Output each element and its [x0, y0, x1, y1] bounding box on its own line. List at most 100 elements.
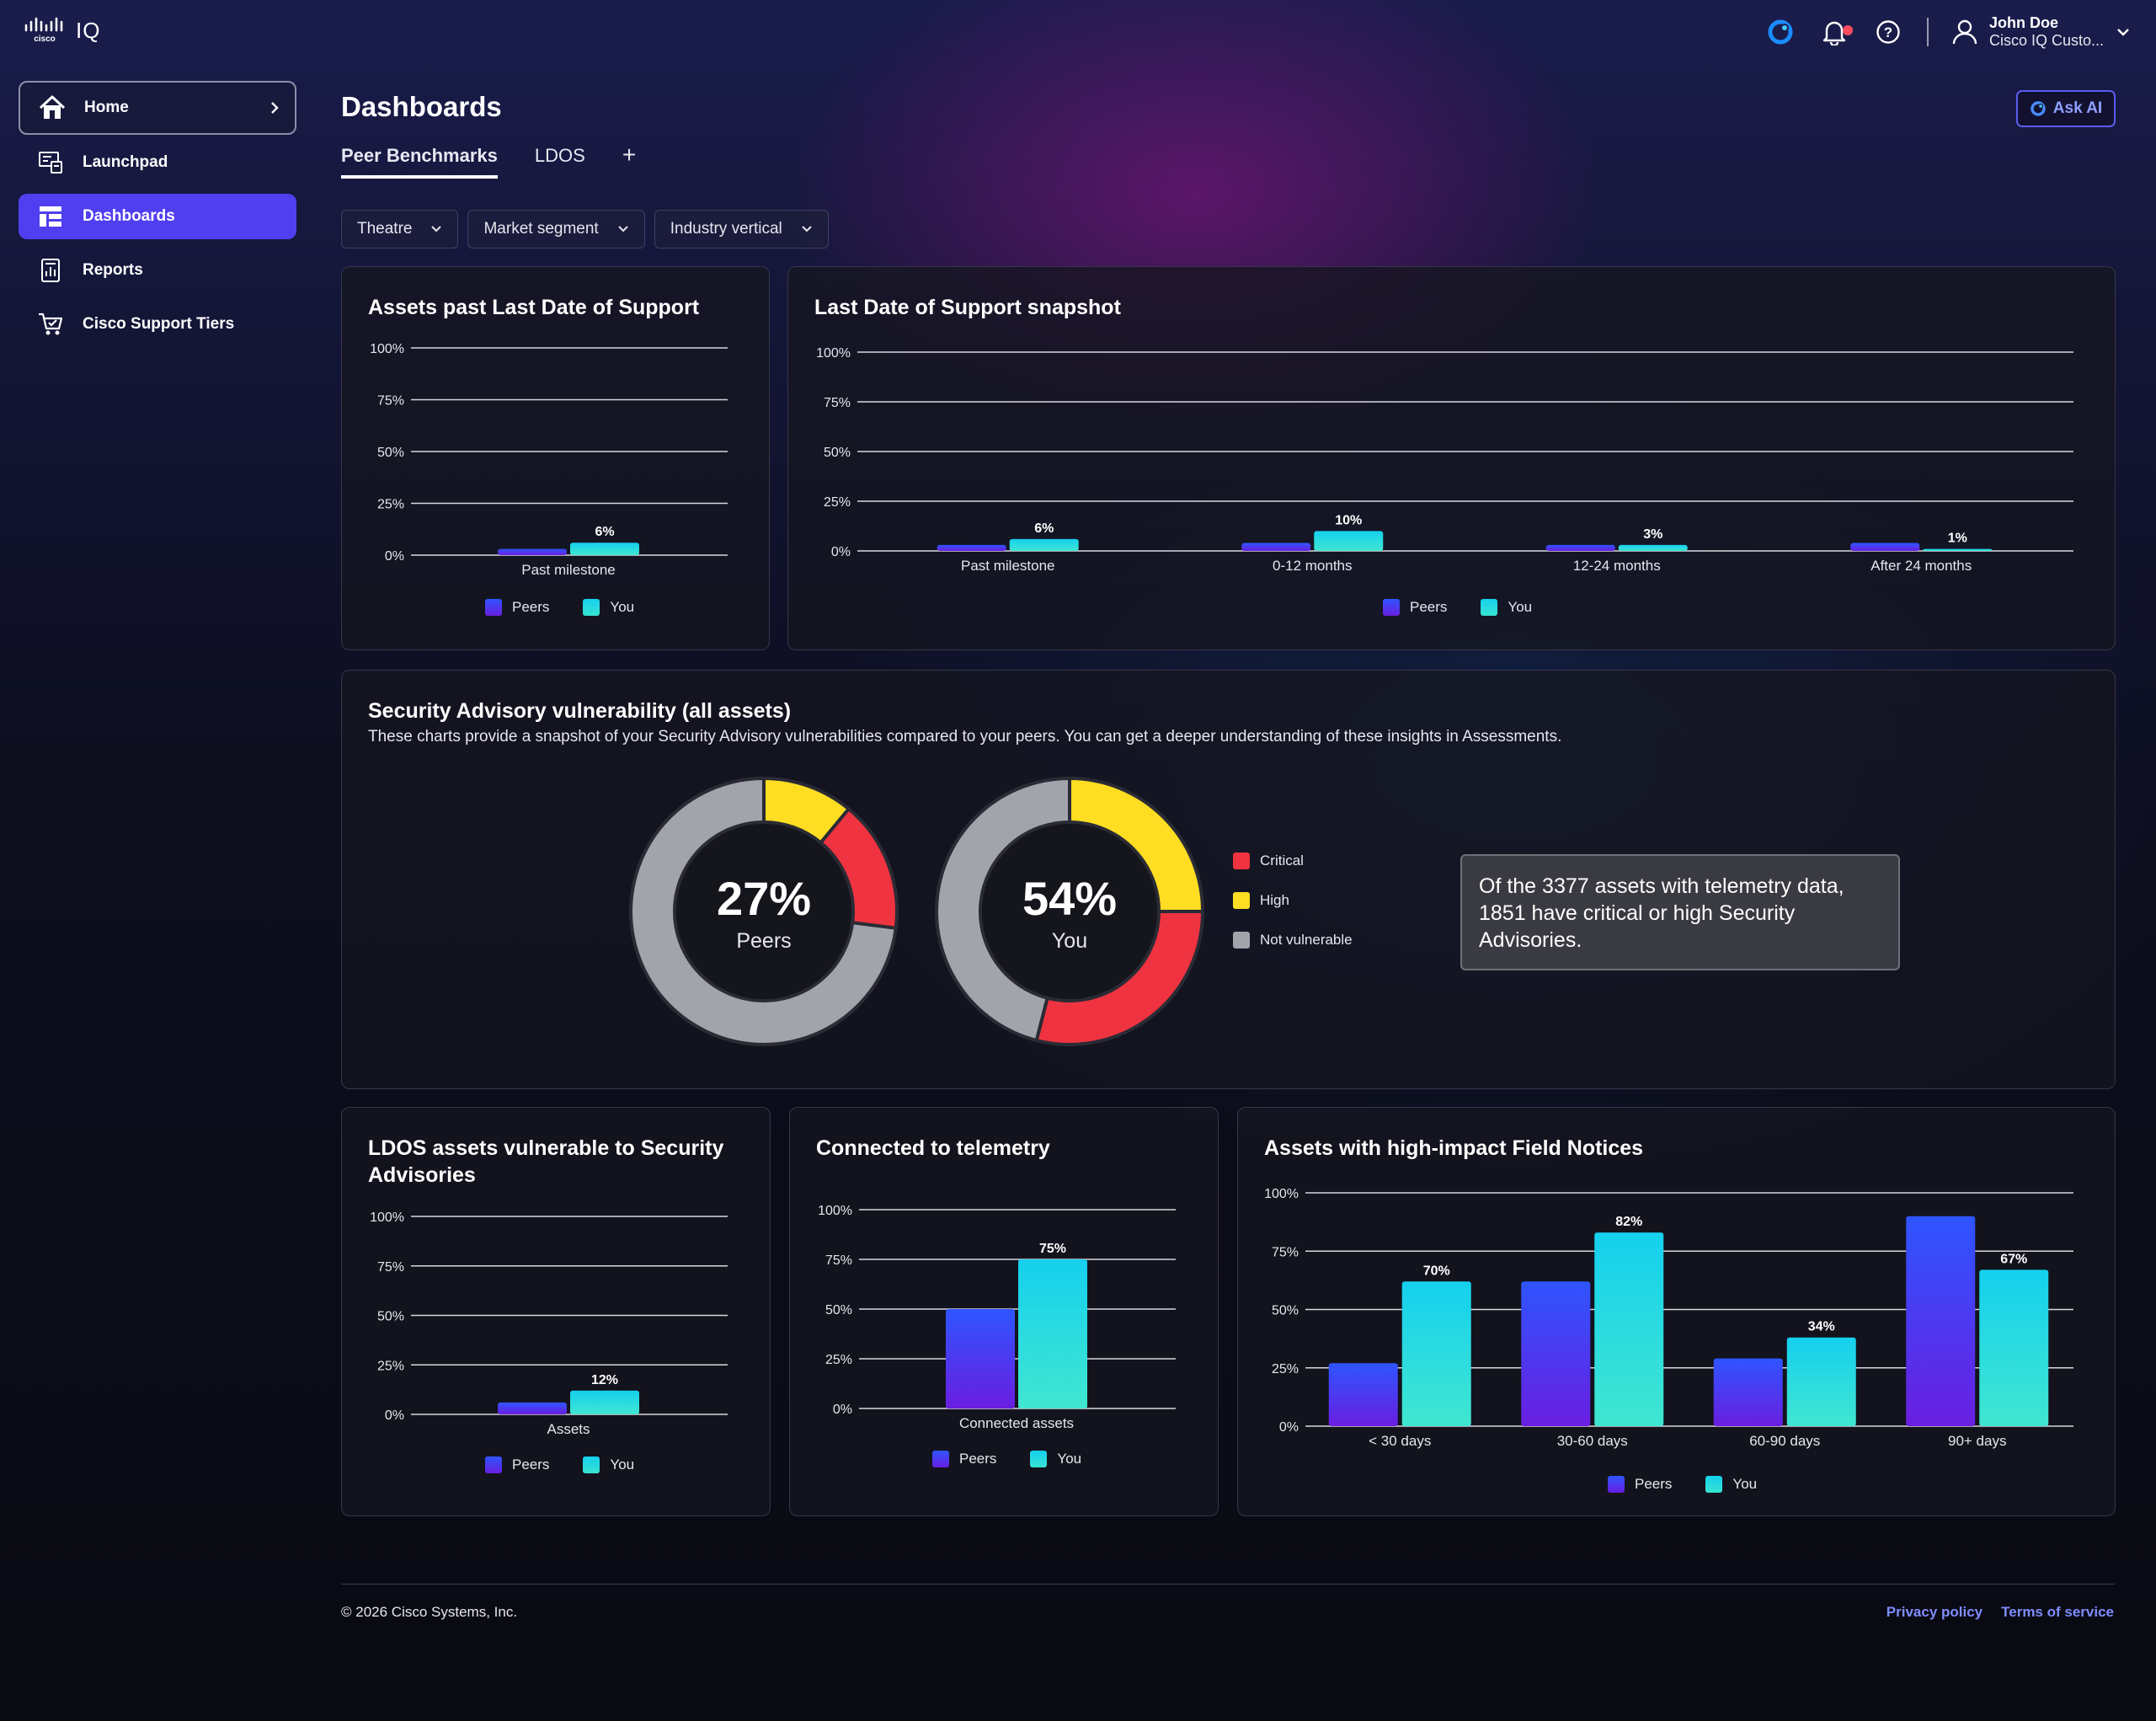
donut-label: You: [1051, 929, 1088, 953]
legend-item-peers: Peers: [1608, 1476, 1672, 1493]
user-menu[interactable]: John Doe Cisco IQ Custo...: [1952, 14, 2131, 50]
filter-label: Theatre: [357, 220, 413, 238]
legend-swatch-you: [1030, 1451, 1048, 1467]
bar-you[interactable]: [1923, 548, 1993, 551]
ask-ai-button[interactable]: Ask AI: [2016, 90, 2116, 127]
legend-label: High: [1260, 892, 1289, 908]
legend-item-you: You: [1705, 1476, 1757, 1493]
bar-you[interactable]: [1018, 1259, 1087, 1408]
sidebar-item-label: Launchpad: [83, 153, 168, 171]
sidebar-item-launchpad[interactable]: Launchpad: [19, 140, 296, 185]
card-field-notices: Assets with high-impact Field Notices 0%…: [1237, 1107, 2116, 1516]
donut-label: Peers: [736, 929, 792, 953]
filter-market-segment[interactable]: Market segment: [467, 210, 645, 249]
cisco-logo-icon: cisco: [24, 17, 63, 44]
sidebar-item-cisco-support-tiers[interactable]: Cisco Support Tiers: [19, 302, 296, 347]
sidebar-item-dashboards[interactable]: Dashboards: [19, 194, 296, 239]
y-tick-label: 75%: [377, 1260, 404, 1275]
x-tick-label: After 24 months: [1870, 558, 1972, 574]
bar-peers[interactable]: [946, 1309, 1015, 1408]
donut-slice-not-vulnerable[interactable]: [629, 776, 898, 1046]
ldos-vulnerable-chart: 0% 25% 50% 75% 100% 12% Assets: [370, 1211, 728, 1437]
bar-you[interactable]: [1979, 1269, 2049, 1426]
privacy-policy-link[interactable]: Privacy policy: [1886, 1604, 1983, 1620]
sidebar-item-reports[interactable]: Reports: [19, 248, 296, 293]
legend-label: You: [610, 599, 635, 615]
legend-swatch-you: [583, 1456, 600, 1473]
chevron-down-icon: [618, 226, 628, 232]
chart-legend: Peers You: [485, 1456, 634, 1473]
bar-peers[interactable]: [937, 544, 1006, 551]
y-tick-label: 50%: [824, 446, 851, 460]
card-title: Assets with high-impact Field Notices: [1264, 1136, 1644, 1160]
legend-item-you: You: [1481, 599, 1532, 616]
sidebar: Home Launchpad Dashboards Reports Cisco …: [19, 81, 296, 355]
bar-you[interactable]: [570, 1390, 639, 1414]
dashboard-tabs: Peer Benchmarks LDOS +: [341, 142, 637, 179]
notifications-bell-icon[interactable]: [1819, 17, 1853, 47]
legend-label: You: [1057, 1451, 1082, 1467]
donut-center-you: 54% You: [977, 872, 1162, 954]
donut-percent: 27%: [716, 872, 812, 925]
data-label: 10%: [1335, 513, 1362, 527]
ask-ai-label: Ask AI: [2052, 99, 2103, 117]
field-notices-chart: 0% 25% 50% 75% 100% 70% < 30 days 82% 30-60 days…: [1264, 1187, 2073, 1449]
bar-peers[interactable]: [1241, 542, 1311, 551]
security-donuts: [629, 776, 1205, 1046]
reports-icon: [35, 255, 66, 286]
help-icon[interactable]: ?: [1873, 17, 1903, 47]
card-title: Assets past Last Date of Support: [368, 296, 700, 319]
filter-theatre[interactable]: Theatre: [341, 210, 459, 249]
legend-label: Peers: [512, 1456, 550, 1472]
data-label: 34%: [1808, 1320, 1835, 1334]
bar-peers[interactable]: [1713, 1358, 1783, 1426]
top-toolbar: ? John Doe Cisco IQ Custo...: [1765, 13, 2131, 51]
y-tick-label: 25%: [825, 1353, 852, 1367]
bar-peers[interactable]: [1850, 542, 1920, 551]
chevron-down-icon: [431, 226, 442, 232]
legend-swatch-you: [583, 599, 600, 616]
bar-peers[interactable]: [1906, 1216, 1976, 1426]
bar-you[interactable]: [1786, 1337, 1856, 1426]
bar-you[interactable]: [1009, 538, 1079, 551]
bar-you[interactable]: [1594, 1232, 1664, 1426]
dashboard-icon: [35, 201, 66, 232]
add-tab-button[interactable]: +: [622, 142, 637, 168]
y-tick-label: 0%: [833, 1403, 852, 1417]
bar-peers[interactable]: [1328, 1363, 1398, 1426]
tab-ldos[interactable]: LDOS: [534, 145, 585, 166]
legend-item-you: You: [583, 1456, 634, 1473]
donut-slice-not-vulnerable[interactable]: [935, 776, 1071, 1043]
y-tick-label: 0%: [831, 545, 851, 559]
donut-slice-critical[interactable]: [1034, 910, 1205, 1046]
bar-peers[interactable]: [1545, 544, 1615, 551]
bar-you[interactable]: [570, 542, 639, 555]
tab-peer-benchmarks[interactable]: Peer Benchmarks: [341, 145, 498, 179]
data-label: 12%: [591, 1373, 618, 1387]
bar-you[interactable]: [1401, 1281, 1471, 1426]
sidebar-item-home[interactable]: Home: [19, 81, 296, 135]
legend-item-you: You: [583, 599, 634, 616]
y-tick-label: 100%: [816, 346, 851, 361]
data-label: 6%: [1034, 521, 1054, 536]
bar-you[interactable]: [1618, 544, 1688, 551]
chart-legend: Peers You: [932, 1451, 1081, 1467]
bar-peers[interactable]: [498, 1402, 567, 1414]
y-tick-label: 25%: [377, 498, 404, 512]
bar-you[interactable]: [1314, 531, 1384, 551]
x-tick-label: 30-60 days: [1557, 1433, 1628, 1449]
card-assets-past-ldos: Assets past Last Date of Support 0% 25% 50…: [341, 266, 770, 650]
terms-of-service-link[interactable]: Terms of service: [2001, 1604, 2114, 1620]
card-title: Security Advisory vulnerability (all ass…: [368, 699, 792, 723]
bar-peers[interactable]: [498, 548, 567, 555]
x-tick-label: 90+ days: [1948, 1433, 2006, 1449]
brand[interactable]: cisco IQ: [24, 17, 100, 44]
cart-icon: [35, 309, 66, 339]
legend-swatch-peers: [932, 1451, 949, 1467]
filter-industry-vertical[interactable]: Industry vertical: [654, 210, 829, 249]
y-tick-label: 25%: [1272, 1362, 1299, 1376]
ai-assistant-icon[interactable]: [1765, 17, 1796, 47]
data-label: 3%: [1643, 527, 1662, 542]
bar-peers[interactable]: [1521, 1281, 1591, 1426]
legend-label: Peers: [1410, 599, 1448, 615]
